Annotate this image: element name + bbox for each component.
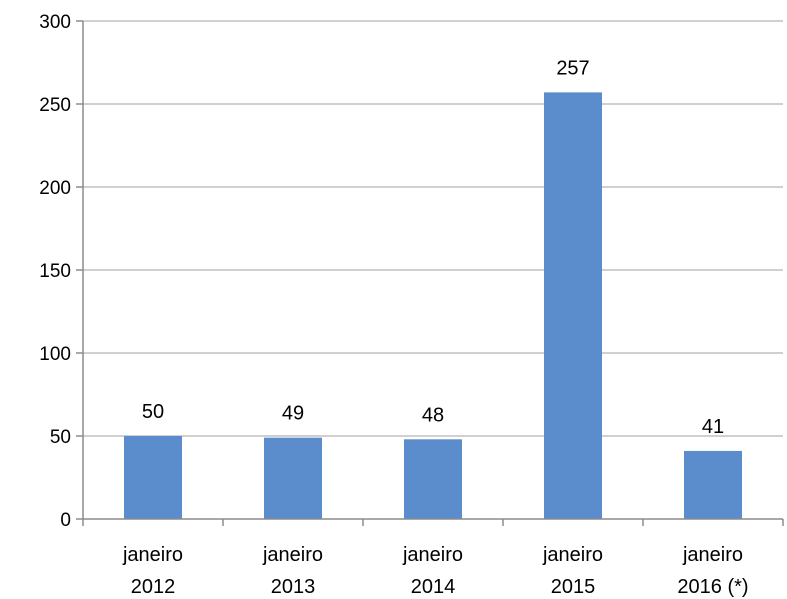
data-label: 41 — [702, 416, 724, 438]
data-label: 49 — [282, 403, 304, 425]
data-label: 257 — [556, 57, 589, 79]
gridlines — [83, 20, 783, 437]
data-label: 48 — [422, 404, 444, 426]
y-tick-label: 0 — [60, 510, 71, 531]
bar — [684, 450, 742, 519]
category-label: janeiro 2014 — [402, 544, 463, 598]
y-tick-label: 100 — [39, 344, 71, 365]
labels: 0 50 100 150 200 250 300 50 janeiro 2012 49 janeiro… — [39, 12, 748, 598]
category-label-line: 2012 — [131, 576, 176, 598]
category-label-line: janeiro — [122, 544, 183, 566]
category-label-line: janeiro — [402, 544, 463, 566]
category-label-line: 2013 — [271, 576, 316, 598]
category-label-line: janeiro — [682, 544, 743, 566]
y-tick-label: 200 — [39, 178, 71, 199]
category-label: janeiro 2013 — [262, 544, 323, 598]
y-tick-label: 50 — [50, 427, 71, 448]
category-label-line: 2016 (*) — [677, 576, 748, 598]
axes — [76, 20, 784, 526]
y-tick-label: 250 — [39, 95, 71, 116]
bars — [124, 92, 742, 519]
category-label: janeiro 2016 (*) — [677, 544, 748, 598]
y-tick-label: 150 — [39, 261, 71, 282]
category-label: janeiro 2012 — [122, 544, 183, 598]
category-label: janeiro 2015 — [542, 544, 603, 598]
bar — [124, 436, 182, 519]
y-tick-label: 300 — [39, 12, 71, 33]
bar — [544, 92, 602, 519]
category-label-line: janeiro — [542, 544, 603, 566]
bar — [264, 437, 322, 519]
category-label-line: 2014 — [411, 576, 456, 598]
category-label-line: 2015 — [551, 576, 596, 598]
data-label: 50 — [142, 401, 164, 423]
category-label-line: janeiro — [262, 544, 323, 566]
bar — [404, 439, 462, 519]
